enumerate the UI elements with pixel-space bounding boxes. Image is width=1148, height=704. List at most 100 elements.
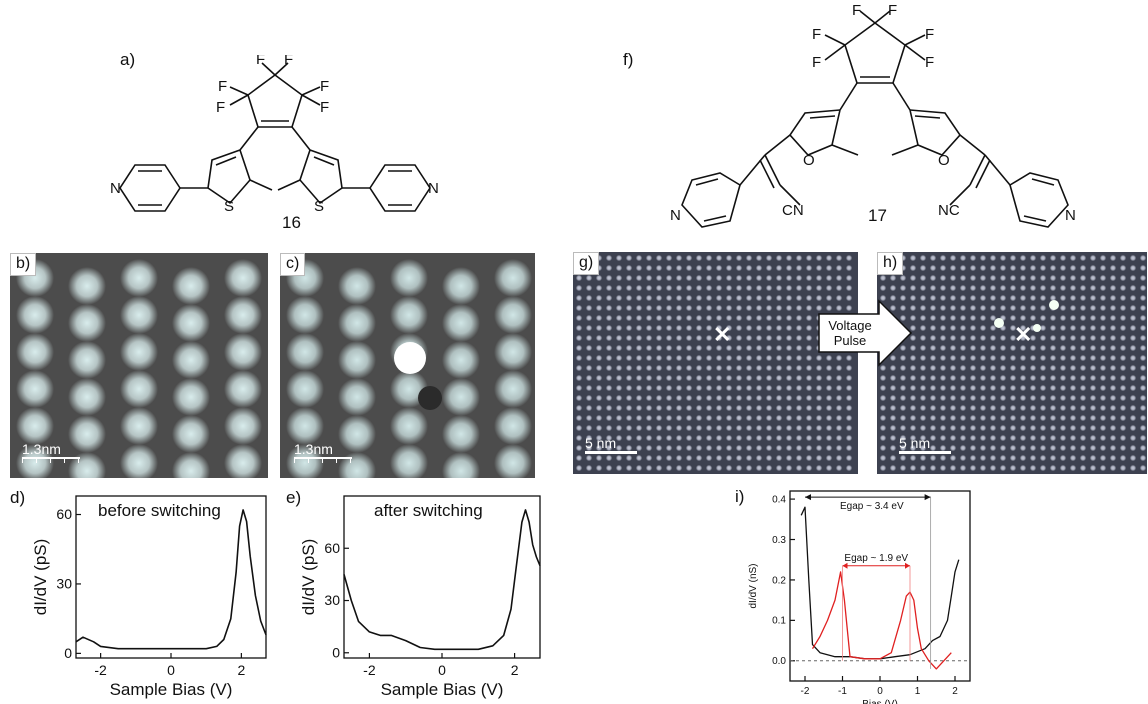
stm-feature	[979, 374, 987, 382]
stm-feature	[1009, 294, 1017, 302]
stm-feature	[949, 454, 957, 462]
stm-feature	[1139, 444, 1147, 452]
stm-feature	[625, 434, 633, 442]
stm-feature	[805, 344, 813, 352]
stm-feature	[635, 464, 643, 472]
stm-feature	[999, 294, 1007, 302]
stm-feature	[979, 354, 987, 362]
stm-feature	[939, 414, 947, 422]
stm-feature	[655, 374, 663, 382]
stm-feature	[919, 444, 927, 452]
stm-feature	[815, 464, 823, 472]
stm-feature	[785, 254, 793, 262]
stm-feature	[418, 386, 442, 410]
stm-feature	[575, 434, 583, 442]
series-line-0	[800, 506, 960, 660]
stm-feature	[695, 274, 703, 282]
stm-feature	[625, 324, 633, 332]
y-axis-label: dI/dV (nS)	[748, 563, 759, 608]
stm-feature	[909, 334, 917, 342]
stm-feature	[1029, 444, 1037, 452]
stm-feature	[775, 274, 783, 282]
stm-feature	[1129, 334, 1137, 342]
stm-feature	[725, 424, 733, 432]
stm-feature	[715, 464, 723, 472]
stm-feature	[1109, 444, 1117, 452]
stm-feature	[494, 444, 532, 478]
stm-feature	[655, 364, 663, 372]
molecule-17-structure: F F F F F F O O CN NC N N	[670, 5, 1076, 228]
stm-feature	[835, 424, 843, 432]
stm-feature	[605, 404, 613, 412]
stm-feature	[705, 384, 713, 392]
stm-feature	[835, 364, 843, 372]
stm-feature	[959, 414, 967, 422]
stm-feature	[705, 394, 713, 402]
stm-feature	[1089, 424, 1097, 432]
stm-feature	[909, 274, 917, 282]
stm-feature	[675, 374, 683, 382]
stm-feature	[835, 434, 843, 442]
stm-feature	[795, 434, 803, 442]
stm-feature	[889, 364, 897, 372]
stm-feature	[605, 434, 613, 442]
stm-feature	[959, 454, 967, 462]
atom-n: N	[110, 180, 121, 197]
stm-feature	[635, 384, 643, 392]
stm-feature	[1019, 344, 1027, 352]
stm-feature	[1109, 404, 1117, 412]
stm-feature	[959, 424, 967, 432]
stm-feature	[1099, 264, 1107, 272]
stm-feature	[725, 334, 733, 342]
stm-feature	[1129, 254, 1137, 262]
y-tick-label: 0.4	[772, 494, 786, 505]
stm-feature	[286, 296, 324, 334]
stm-feature	[665, 324, 673, 332]
stm-feature	[939, 444, 947, 452]
stm-feature	[1079, 264, 1087, 272]
stm-feature	[1049, 404, 1057, 412]
stm-feature	[999, 284, 1007, 292]
stm-feature	[889, 274, 897, 282]
stm-feature	[919, 294, 927, 302]
stm-feature	[1109, 344, 1117, 352]
stm-feature	[575, 374, 583, 382]
stm-feature	[775, 284, 783, 292]
stm-feature	[715, 414, 723, 422]
stm-feature	[1059, 264, 1067, 272]
scale-label-b: 1.3nm	[22, 441, 61, 457]
stm-feature	[909, 364, 917, 372]
stm-feature	[909, 414, 917, 422]
stm-feature	[745, 254, 753, 262]
stm-feature	[979, 444, 987, 452]
stm-feature	[979, 404, 987, 412]
stm-feature	[665, 294, 673, 302]
stm-feature	[635, 434, 643, 442]
stm-feature	[845, 404, 853, 412]
stm-feature	[999, 354, 1007, 362]
stm-feature	[1139, 414, 1147, 422]
stm-feature	[725, 374, 733, 382]
stm-feature	[899, 284, 907, 292]
stm-feature	[969, 254, 977, 262]
stm-feature	[625, 424, 633, 432]
atom-f: F	[812, 26, 821, 43]
stm-feature	[1059, 324, 1067, 332]
stm-feature	[705, 454, 713, 462]
stm-feature	[68, 341, 106, 379]
stm-feature	[755, 414, 763, 422]
stm-feature	[1029, 394, 1037, 402]
stm-feature	[595, 334, 603, 342]
stm-feature	[845, 464, 853, 472]
stm-feature	[979, 394, 987, 402]
stm-feature	[825, 464, 833, 472]
stm-feature	[835, 254, 843, 262]
stm-feature	[1069, 374, 1077, 382]
stm-feature	[929, 344, 937, 352]
stm-feature	[1089, 374, 1097, 382]
stm-feature	[695, 464, 703, 472]
stm-feature	[825, 454, 833, 462]
stm-feature	[899, 294, 907, 302]
stm-feature	[595, 274, 603, 282]
stm-feature	[725, 254, 733, 262]
